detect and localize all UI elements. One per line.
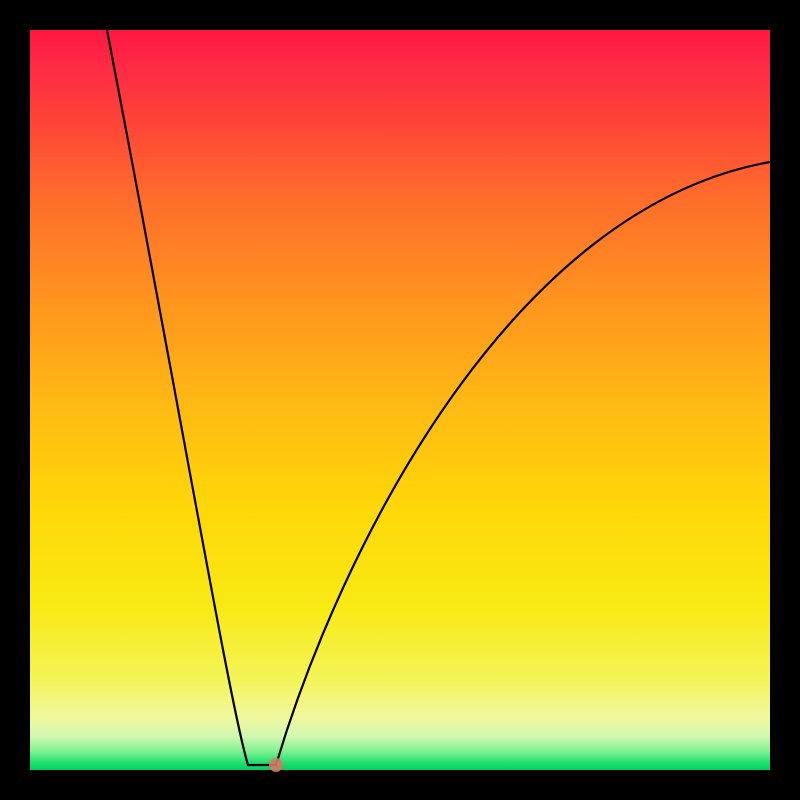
gradient-background bbox=[30, 30, 770, 770]
chart-container: TheBottleneck.com bbox=[0, 0, 800, 800]
optimal-point-marker bbox=[269, 758, 283, 772]
bottleneck-plot bbox=[0, 0, 800, 800]
